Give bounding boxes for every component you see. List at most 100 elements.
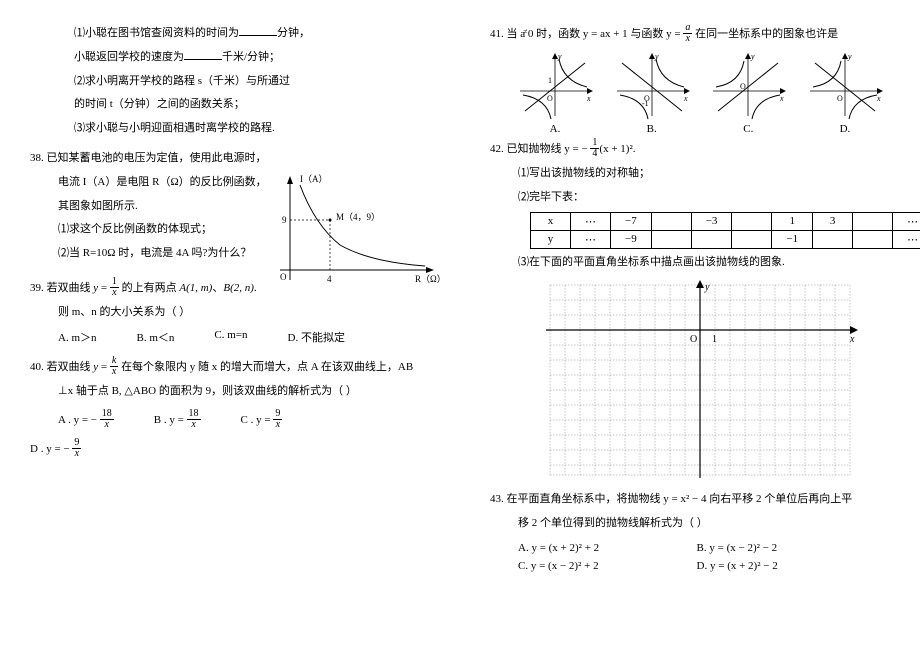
point-a: A(1, m) [179, 282, 212, 294]
p37-l2: 小聪返回学校的速度为 千米/分钟； [30, 48, 430, 68]
svg-text:y: y [704, 282, 710, 293]
p37-l1: ⑴小聪在图书馆查阅资料的时间为 分钟， [30, 24, 430, 44]
p38-head: 38. 已知某蓄电池的电压为定值，使用此电源时， [30, 149, 430, 169]
table-cell [853, 212, 893, 230]
py: 9 [282, 215, 287, 225]
table-cell: −1 [772, 230, 813, 248]
text: 、 [212, 282, 223, 294]
text: 40. 若双曲线 [30, 361, 93, 373]
table-cell [853, 230, 893, 248]
text: 39. 若双曲线 [30, 282, 93, 294]
table-cell: −9 [611, 230, 652, 248]
text: 小聪返回学校的速度为 [74, 51, 184, 63]
svg-text:x: x [683, 94, 688, 103]
origin: O [280, 272, 287, 282]
svg-text:O: O [837, 94, 843, 103]
p43-l2: 移 2 个单位得到的抛物线解析式为（ ） [490, 514, 890, 534]
option-d[interactable]: D . y = − 9x [30, 439, 430, 460]
text: 分钟， [277, 27, 310, 39]
p42-grid: y x O 1 [540, 280, 890, 480]
table-cell: ⋯ [571, 212, 611, 230]
table-row-y: y⋯−9−1⋯ [531, 230, 920, 248]
text: . [254, 282, 257, 294]
p39-l2: 则 m、n 的大小关系为（ ） [30, 303, 430, 323]
p37-l3: ⑵求小明离开学校的路程 s（千米）与所通过 [30, 72, 430, 92]
table-cell: −7 [611, 212, 652, 230]
p42-table: x⋯−7−313⋯ y⋯−9−1⋯ [530, 212, 920, 249]
table-cell: ⋯ [893, 230, 920, 248]
svg-text:y: y [750, 52, 755, 61]
option-d[interactable]: D. 不能拟定 [288, 329, 345, 345]
p42-l2: ⑵完毕下表： [490, 188, 890, 208]
left-column: ⑴小聪在图书馆查阅资料的时间为 分钟， 小聪返回学校的速度为 千米/分钟； ⑵求小明… [0, 0, 460, 651]
p40-opts-row2: D . y = − 9x [30, 439, 430, 460]
svg-text:x: x [586, 94, 591, 103]
option-c[interactable]: C. y = (x − 2)² + 2 [518, 560, 697, 572]
p38-graph: I（A） R（Ω） O M（4，9） 9 4 [270, 170, 440, 300]
p42-head: 42. 已知抛物线 y = − 14(x + 1)². [490, 139, 890, 160]
svg-text:1: 1 [712, 334, 717, 345]
option-a[interactable]: A . y = − 18x [58, 410, 114, 431]
table-row-x: x⋯−7−313⋯ [531, 212, 920, 230]
p41-graphs: y x O 1 A. y x O [510, 51, 890, 135]
graph-a[interactable]: y x O 1 A. [510, 51, 600, 135]
table-cell: 3 [813, 212, 853, 230]
option-b[interactable]: B . y = 18x [154, 410, 201, 431]
blank-fill[interactable] [184, 48, 222, 60]
graph-c[interactable]: y x O C. [703, 51, 793, 135]
text: 41. 当 a [490, 28, 525, 40]
option-a[interactable]: A. m＞n [58, 329, 97, 345]
graph-b[interactable]: y x O -1 B. [607, 51, 697, 135]
table-cell [651, 230, 691, 248]
text: 42. 已知抛物线 y = − [490, 143, 590, 155]
p41-head: 41. 当 a≠ 0 时，函数 y = ax + 1 与函数 y = ax 在同… [490, 24, 890, 45]
p39-options: A. m＞n B. m＜n C. m=n D. 不能拟定 [58, 329, 430, 345]
table-cell: ⋯ [571, 230, 611, 248]
p40-opts-row1: A . y = − 18x B . y = 18x C . y = 9x [30, 410, 430, 431]
option-c[interactable]: C . y = 9x [241, 410, 283, 431]
blank-fill[interactable] [239, 24, 277, 36]
table-cell [651, 212, 691, 230]
table-cell: y [531, 230, 571, 248]
text: 千米/分钟； [222, 51, 280, 63]
p40-l2: ⊥x 轴于点 B, △ABO 的面积为 9，则该双曲线的解析式为（ ） [30, 382, 430, 402]
table-cell: ⋯ [893, 212, 920, 230]
svg-text:x: x [849, 334, 855, 345]
option-d[interactable]: D. y = (x + 2)² − 2 [697, 560, 876, 572]
label: B. [607, 123, 697, 135]
text: 在同一坐标系中的图象也许是 [692, 28, 838, 40]
text: ⑴小聪在图书馆查阅资料的时间为 [74, 27, 239, 39]
point: M（4，9） [336, 212, 380, 222]
option-a[interactable]: A. y = (x + 2)² + 2 [518, 542, 697, 554]
option-c[interactable]: C. m=n [214, 329, 247, 345]
p43-options: A. y = (x + 2)² + 2 B. y = (x − 2)² − 2 … [518, 542, 890, 578]
point-b: B(2, n) [223, 282, 254, 294]
p42-l3: ⑶在下面的平面直角坐标系中描点画出该抛物线的图象. [490, 253, 890, 273]
svg-text:O: O [547, 94, 553, 103]
table-cell [732, 230, 772, 248]
table-cell: 1 [772, 212, 813, 230]
text: 0 时，函数 y = ax + 1 与函数 y = [525, 28, 683, 40]
table-cell [691, 230, 732, 248]
table-cell [813, 230, 853, 248]
p42-l1: ⑴写出该抛物线的对称轴； [490, 164, 890, 184]
svg-text:O: O [690, 334, 697, 345]
table-cell: −3 [691, 212, 732, 230]
table-cell [732, 212, 772, 230]
label: A. [510, 123, 600, 135]
text: (x + 1)². [599, 143, 635, 155]
px: 4 [327, 274, 332, 284]
option-b[interactable]: B. y = (x − 2)² − 2 [697, 542, 876, 554]
ylabel: I（A） [300, 174, 328, 184]
table-cell: x [531, 212, 571, 230]
xlabel: R（Ω） [415, 274, 440, 284]
p43-head: 43. 在平面直角坐标系中，将抛物线 y = x² − 4 向右平移 2 个单位… [490, 490, 890, 510]
text: 在每个象限内 y 随 x 的增大而增大，点 A 在该双曲线上，AB [118, 361, 413, 373]
text: 的上有两点 [119, 282, 180, 294]
graph-d[interactable]: y x O D. [800, 51, 890, 135]
p37-l4: 的时间 t（分钟）之间的函数关系； [30, 95, 430, 115]
right-column: 41. 当 a≠ 0 时，函数 y = ax + 1 与函数 y = ax 在同… [460, 0, 920, 651]
label: C. [703, 123, 793, 135]
option-b[interactable]: B. m＜n [137, 329, 175, 345]
svg-text:1: 1 [548, 76, 552, 85]
